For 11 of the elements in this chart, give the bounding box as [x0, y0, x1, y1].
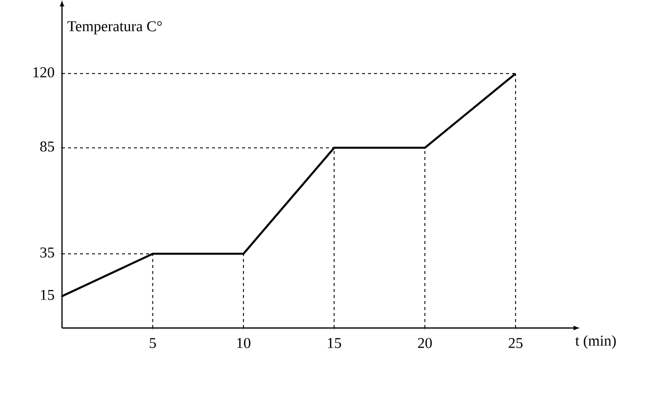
- x-tick-label: 10: [237, 338, 250, 348]
- x-axis-title: t (min): [575, 335, 616, 349]
- x-tick-label: 15: [328, 338, 342, 348]
- y-tick-label: 120: [33, 67, 54, 78]
- x-tick-label: 5: [150, 338, 156, 348]
- y-tick-label: 85: [40, 141, 54, 152]
- y-tick-label: 15: [40, 290, 54, 300]
- y-axis-title: Temperatura C°: [67, 21, 162, 34]
- y-tick-label: 35: [40, 247, 54, 258]
- x-tick-label: 25: [508, 338, 522, 348]
- x-tick-label: 20: [418, 338, 432, 348]
